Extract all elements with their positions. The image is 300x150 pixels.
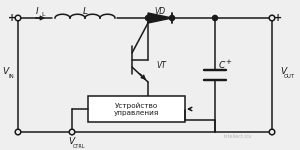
Text: +: + <box>225 59 231 65</box>
Text: I: I <box>36 6 38 15</box>
Text: +: + <box>8 13 16 23</box>
Text: CTRL: CTRL <box>73 144 85 148</box>
Polygon shape <box>148 13 172 23</box>
Text: L: L <box>82 6 88 15</box>
Text: VD: VD <box>154 6 166 15</box>
Text: IN: IN <box>8 75 14 80</box>
Text: intellect.icu: intellect.icu <box>224 134 252 139</box>
Circle shape <box>169 15 175 21</box>
Text: OUT: OUT <box>284 75 295 80</box>
Text: L: L <box>41 12 44 16</box>
Text: V: V <box>68 138 74 147</box>
Text: +: + <box>274 13 282 23</box>
Text: V: V <box>280 68 286 76</box>
FancyBboxPatch shape <box>88 96 185 122</box>
Text: V: V <box>2 68 8 76</box>
Circle shape <box>15 129 21 135</box>
Circle shape <box>146 15 151 21</box>
Circle shape <box>269 129 275 135</box>
Text: VT: VT <box>156 60 166 69</box>
Text: Устройство
управления: Устройство управления <box>114 102 159 116</box>
Circle shape <box>15 15 21 21</box>
Circle shape <box>269 15 275 21</box>
Text: C: C <box>219 60 225 69</box>
Circle shape <box>212 15 217 21</box>
Circle shape <box>69 129 75 135</box>
